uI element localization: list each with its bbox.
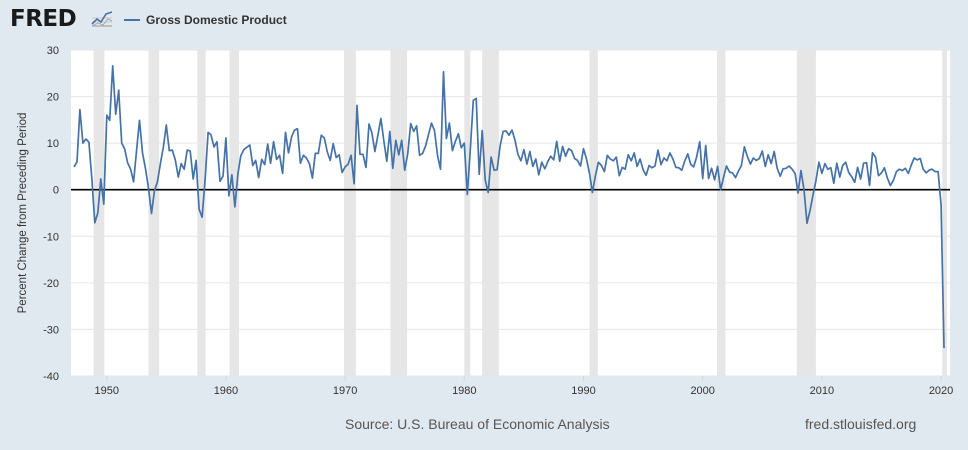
x-tick-label: 1990 [571, 385, 595, 397]
y-tick-label: 20 [47, 92, 59, 104]
gdp-series-line [73, 64, 945, 349]
chart-line-icon [90, 9, 114, 29]
recession-bands [93, 50, 948, 376]
recession-band [148, 50, 160, 376]
y-tick-label: -10 [43, 231, 59, 243]
y-tick-label: -20 [43, 278, 59, 290]
recession-band [197, 50, 206, 376]
site-link[interactable]: fred.stlouisfed.org [805, 416, 917, 432]
y-tick-label: 0 [53, 185, 59, 197]
x-tick-label: 2000 [690, 385, 714, 397]
y-axis-ticks: 30 20 10 0 -10 -20 -30 -40 [43, 45, 59, 383]
recession-band [343, 50, 356, 376]
x-tick-label: 2010 [810, 385, 834, 397]
x-tick-label: 1950 [95, 385, 119, 397]
x-tick-label: 1970 [333, 385, 357, 397]
y-tick-label: -40 [43, 371, 59, 383]
chart-legend[interactable]: Gross Domestic Product [124, 13, 287, 27]
fred-logo[interactable]: FRED [10, 6, 77, 32]
source-note: Source: U.S. Bureau of Economic Analysis [345, 416, 610, 432]
y-tick-label: -30 [43, 324, 59, 336]
x-axis-ticks: 1950 1960 1970 1980 1990 2000 2010 2020 [95, 376, 953, 397]
recession-band [589, 50, 598, 376]
x-tick-label: 1980 [452, 385, 476, 397]
recession-band [942, 50, 948, 376]
chart-header: FRED Gross Domestic Product [0, 0, 968, 40]
x-tick-label: 1960 [214, 385, 238, 397]
recession-band [716, 50, 726, 376]
y-tick-label: 10 [47, 138, 59, 150]
y-tick-label: 30 [47, 45, 59, 57]
x-tick-label: 2020 [929, 385, 953, 397]
recession-band [482, 50, 499, 376]
legend-series-label: Gross Domestic Product [146, 13, 287, 27]
y-axis-label: Percent Change from Preceding Period [17, 113, 29, 314]
legend-swatch [124, 19, 140, 21]
recession-band [464, 50, 471, 376]
recession-band [390, 50, 408, 376]
recession-band [229, 50, 240, 376]
recession-band [93, 50, 105, 376]
